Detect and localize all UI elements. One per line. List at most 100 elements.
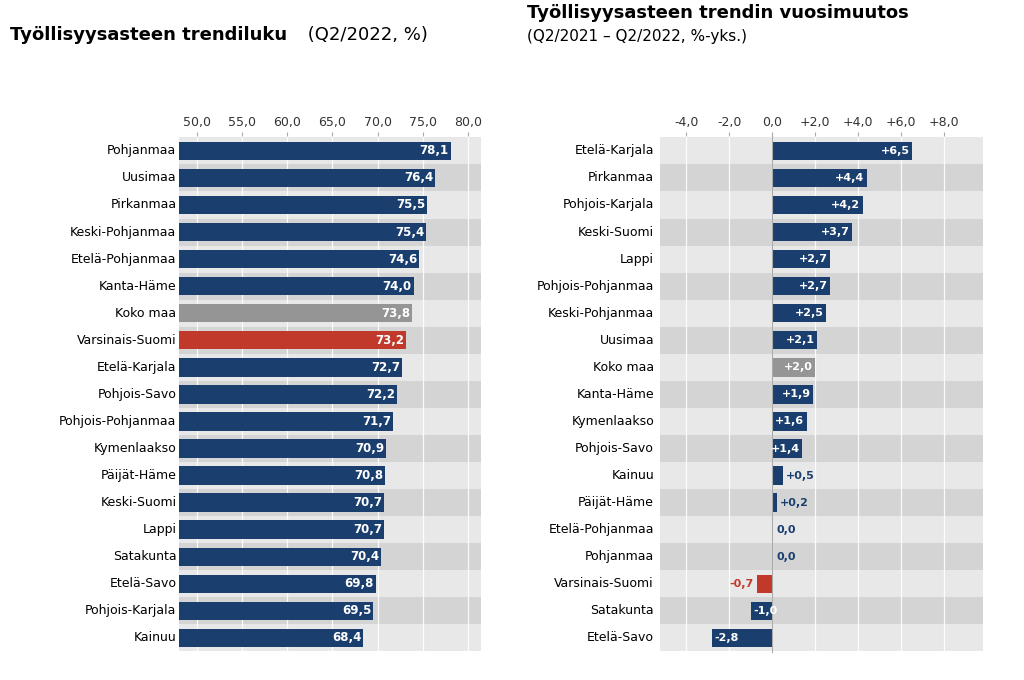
Bar: [772, 331, 817, 350]
Text: 70,7: 70,7: [353, 496, 382, 509]
Bar: [179, 385, 397, 404]
Bar: [751, 602, 772, 620]
Bar: [660, 543, 983, 571]
Text: 70,7: 70,7: [353, 523, 382, 537]
Text: 0,0: 0,0: [776, 551, 796, 562]
Bar: [772, 439, 803, 458]
Bar: [179, 435, 481, 462]
Text: Etelä-Karjala: Etelä-Karjala: [574, 144, 654, 157]
Text: (Q2/2022, %): (Q2/2022, %): [302, 27, 428, 44]
Text: Pohjois-Karjala: Pohjois-Karjala: [562, 199, 654, 211]
Text: +2,1: +2,1: [785, 335, 815, 345]
Text: 68,4: 68,4: [332, 632, 361, 645]
Text: Koko maa: Koko maa: [116, 307, 176, 320]
Bar: [179, 141, 451, 160]
Bar: [772, 250, 830, 269]
Text: Pirkanmaa: Pirkanmaa: [588, 171, 654, 184]
Bar: [179, 489, 481, 516]
Bar: [660, 273, 983, 300]
Bar: [179, 408, 481, 435]
Bar: [179, 439, 386, 458]
Bar: [660, 137, 983, 165]
Text: Pohjois-Savo: Pohjois-Savo: [575, 442, 654, 455]
Text: Satakunta: Satakunta: [113, 550, 176, 563]
Text: Kanta-Häme: Kanta-Häme: [577, 388, 654, 401]
Bar: [179, 602, 373, 620]
Bar: [179, 304, 412, 322]
Text: 78,1: 78,1: [420, 144, 449, 157]
Text: Satakunta: Satakunta: [591, 605, 654, 617]
Bar: [179, 358, 402, 377]
Bar: [179, 412, 393, 430]
Bar: [772, 385, 813, 404]
Text: 70,9: 70,9: [354, 442, 384, 455]
Bar: [660, 516, 983, 543]
Bar: [660, 245, 983, 273]
Text: Kainuu: Kainuu: [134, 632, 176, 645]
Bar: [757, 575, 772, 593]
Bar: [179, 543, 481, 571]
Text: Lappi: Lappi: [142, 523, 176, 537]
Bar: [179, 169, 435, 187]
Bar: [179, 327, 481, 354]
Bar: [772, 358, 815, 377]
Text: 70,8: 70,8: [354, 469, 383, 482]
Text: 0,0: 0,0: [776, 525, 796, 534]
Bar: [772, 304, 826, 322]
Text: Päijät-Häme: Päijät-Häme: [100, 469, 176, 482]
Bar: [660, 165, 983, 192]
Text: Pohjois-Pohjanmaa: Pohjois-Pohjanmaa: [59, 415, 176, 428]
Text: +1,6: +1,6: [775, 416, 804, 426]
Text: +2,7: +2,7: [799, 281, 827, 291]
Text: +1,9: +1,9: [781, 390, 811, 399]
Bar: [179, 494, 384, 512]
Bar: [660, 381, 983, 408]
Text: Koko maa: Koko maa: [593, 361, 654, 374]
Text: Pirkanmaa: Pirkanmaa: [111, 199, 176, 211]
Text: +4,2: +4,2: [830, 200, 860, 210]
Text: Uusimaa: Uusimaa: [599, 334, 654, 347]
Text: Kanta-Häme: Kanta-Häme: [99, 279, 176, 292]
Text: 70,4: 70,4: [350, 550, 379, 563]
Text: 71,7: 71,7: [362, 415, 391, 428]
Text: Etelä-Pohjanmaa: Etelä-Pohjanmaa: [549, 523, 654, 537]
Text: 75,4: 75,4: [395, 226, 425, 239]
Text: +6,5: +6,5: [881, 146, 909, 156]
Text: Keski-Suomi: Keski-Suomi: [100, 496, 176, 509]
Bar: [660, 489, 983, 516]
Bar: [179, 597, 481, 624]
Text: 73,8: 73,8: [381, 307, 410, 320]
Bar: [660, 300, 983, 327]
Bar: [772, 223, 852, 241]
Text: Keski-Suomi: Keski-Suomi: [578, 226, 654, 239]
Bar: [179, 196, 427, 214]
Bar: [660, 354, 983, 381]
Bar: [712, 629, 772, 647]
Text: 73,2: 73,2: [376, 334, 404, 347]
Bar: [179, 520, 384, 539]
Bar: [179, 250, 419, 269]
Bar: [179, 624, 481, 651]
Bar: [660, 327, 983, 354]
Bar: [179, 245, 481, 273]
Text: 74,0: 74,0: [383, 279, 412, 292]
Bar: [179, 277, 414, 295]
Text: (Q2/2021 – Q2/2022, %-yks.): (Q2/2021 – Q2/2022, %-yks.): [527, 29, 748, 44]
Text: 69,8: 69,8: [345, 577, 374, 590]
Text: Uusimaa: Uusimaa: [122, 171, 176, 184]
Text: 75,5: 75,5: [396, 199, 425, 211]
Text: Pohjanmaa: Pohjanmaa: [585, 550, 654, 563]
Text: +4,4: +4,4: [836, 173, 864, 183]
Text: +2,7: +2,7: [799, 254, 827, 264]
Text: Lappi: Lappi: [620, 252, 654, 266]
Bar: [660, 571, 983, 597]
Bar: [179, 571, 481, 597]
Text: Kymenlaakso: Kymenlaakso: [94, 442, 176, 455]
Bar: [179, 300, 481, 327]
Bar: [772, 169, 867, 187]
Text: Päijät-Häme: Päijät-Häme: [579, 496, 654, 509]
Text: Etelä-Pohjanmaa: Etelä-Pohjanmaa: [71, 252, 176, 266]
Bar: [179, 165, 481, 192]
Bar: [179, 273, 481, 300]
Text: +0,5: +0,5: [786, 471, 815, 481]
